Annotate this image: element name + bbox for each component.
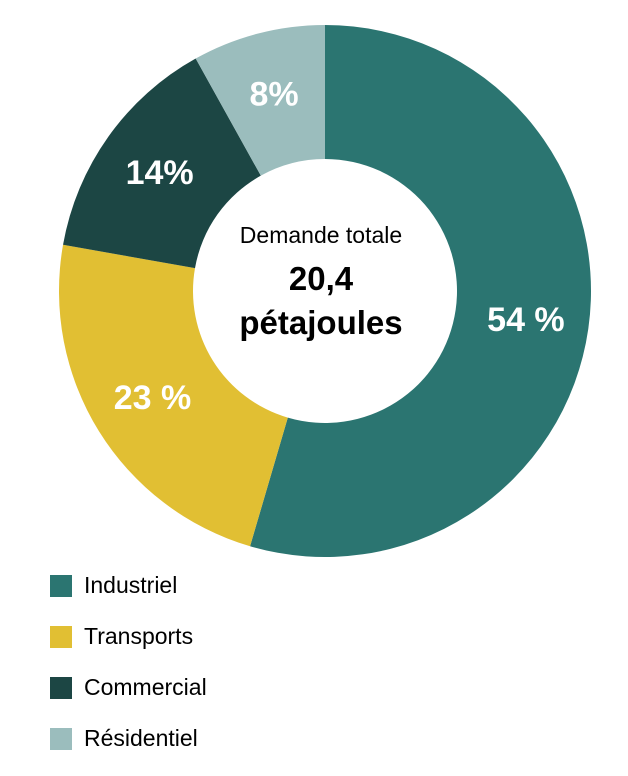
legend-swatch-transports [50,625,72,648]
legend-item-commercial: Commercial [50,674,450,701]
legend-swatch-commercial [50,676,72,699]
legend-label-industriel: Industriel [84,572,178,598]
donut-slice-transports [58,244,288,547]
slice-label-residentiel: 8% [249,76,298,114]
legend-label-residentiel: Résidentiel [84,725,198,751]
donut-slice-commercial [63,58,261,269]
legend-item-transports: Transports [50,623,450,650]
legend-swatch-industriel [50,574,72,597]
donut-center: Demande totale 20,4 pétajoules [239,222,402,341]
legend-swatch-residentiel [50,727,72,750]
slice-label-commercial: 14% [126,154,194,192]
center-value-line2: pétajoules [239,304,402,341]
donut-chart: 54 % 23 % 14% 8% Demande totale 20,4 pétajo… [58,25,592,557]
donut-slice-industriel [250,25,592,557]
slice-label-industriel: 54 % [487,301,565,339]
donut-slice-residentiel [195,25,325,176]
center-value-line1: 20,4 [289,260,354,297]
center-caption: Demande totale [240,222,402,248]
legend-label-commercial: Commercial [84,674,207,700]
slice-label-transports: 23 % [114,379,192,417]
legend-item-industriel: Industriel [50,572,450,599]
legend: Industriel Transports Commercial Résiden… [50,572,450,776]
slice-labels: 54 % 23 % 14% 8% [114,76,565,418]
legend-label-transports: Transports [84,623,194,649]
legend-item-residentiel: Résidentiel [50,725,450,752]
donut-slices [58,25,592,557]
